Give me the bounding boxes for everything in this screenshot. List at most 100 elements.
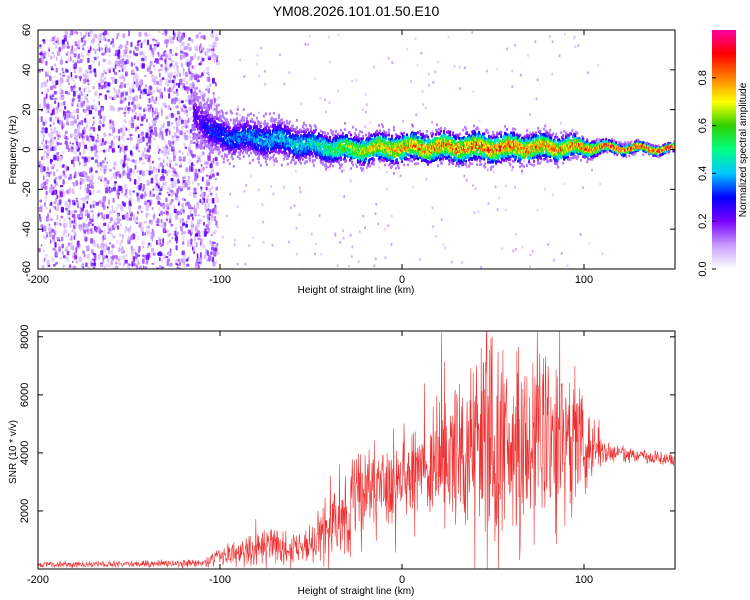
spectrogram-noise-cell [157, 200, 161, 205]
spectrogram-noise-cell [52, 234, 55, 240]
spectrogram-noise-cell [55, 67, 58, 73]
spectrogram-noise-cell [74, 83, 77, 86]
spectrogram-noise-cell [139, 51, 143, 56]
spectrogram-noise-cell [115, 206, 118, 212]
spectrogram-noise-cell [189, 142, 192, 148]
spectrogram-noise-cell [447, 35, 450, 39]
spectrogram-signal-cell [277, 113, 280, 117]
spectrogram-noise-cell [79, 151, 81, 156]
spectrogram-signal-cell [214, 122, 217, 126]
spectrogram-noise-cell [124, 119, 127, 124]
spectrogram-signal-cell [197, 109, 200, 112]
spectrogram-noise-cell [361, 108, 364, 112]
spectrogram-noise-cell [42, 260, 46, 263]
spectrogram-noise-cell [104, 235, 106, 238]
spectrogram-noise-cell [111, 76, 115, 81]
spectrogram-noise-cell [493, 170, 495, 174]
spectrogram-noise-cell [140, 116, 144, 121]
spectrogram-noise-cell [125, 226, 127, 229]
spectrogram-noise-cell [142, 258, 145, 264]
spectrogram-noise-cell [159, 257, 161, 262]
spectrogram-noise-cell [159, 79, 163, 83]
spectrogram-noise-cell [56, 194, 59, 200]
spectrogram-noise-cell [171, 97, 175, 102]
spectrogram-signal-cell [267, 126, 270, 130]
spectrogram-noise-cell [215, 83, 217, 87]
spectrogram-noise-cell [54, 100, 57, 104]
spectrogram-noise-cell [536, 78, 539, 82]
spectrogram-noise-cell [39, 103, 41, 109]
spectrogram-noise-cell [164, 53, 168, 57]
spectrogram-noise-cell [45, 93, 48, 100]
spectrogram-noise-cell [167, 139, 170, 145]
spectrogram-signal-cell [252, 113, 255, 117]
spectrogram-noise-cell [82, 196, 86, 202]
spectrogram-noise-cell [125, 54, 130, 59]
spectrogram-signal-cell [205, 114, 208, 118]
spectrogram-noise-cell [66, 209, 69, 214]
spectrogram-noise-cell [358, 230, 361, 234]
spectrogram-noise-cell [211, 198, 215, 204]
spectrogram-noise-cell [92, 188, 95, 195]
spectrogram-signal-cell [320, 133, 323, 137]
spectrogram-noise-cell [58, 175, 62, 180]
spectrogram-noise-cell [82, 262, 85, 267]
spectrogram-noise-cell [547, 243, 550, 246]
spectrogram-noise-cell [121, 91, 124, 97]
spectrogram-noise-cell [38, 146, 41, 151]
spectrogram-noise-cell [109, 66, 113, 70]
spectrogram-noise-cell [204, 203, 208, 210]
spectrogram-noise-cell [201, 176, 204, 182]
spectrogram-noise-cell [188, 75, 191, 82]
spectrogram-noise-cell [95, 141, 98, 146]
spectrogram-signal-cell [232, 164, 235, 168]
spectrogram-noise-cell [66, 45, 70, 49]
spectrogram-noise-cell [202, 215, 205, 218]
spectrogram-noise-cell [177, 200, 180, 204]
spectrogram-noise-cell [213, 252, 217, 257]
spectrogram-noise-cell [199, 198, 202, 204]
spectrogram-noise-cell [152, 167, 155, 174]
spectrogram-noise-cell [147, 181, 151, 186]
spectrogram-noise-cell [52, 247, 56, 251]
spectrogram-noise-cell [91, 223, 94, 227]
spectrogram-noise-cell [99, 161, 102, 167]
spectrogram-noise-cell [55, 40, 58, 43]
spectrogram-noise-cell [147, 34, 149, 37]
spectrogram-noise-cell [174, 162, 178, 166]
spectrogram-noise-cell [155, 39, 158, 42]
spectrogram-noise-cell [158, 213, 161, 217]
spectrogram-noise-cell [214, 247, 217, 252]
spectrogram-noise-cell [534, 40, 537, 44]
spectrogram-noise-cell [137, 139, 140, 145]
spectrogram-noise-cell [186, 201, 190, 206]
spectrogram-noise-cell [136, 170, 139, 173]
spectrogram-noise-cell [155, 58, 159, 63]
spectrogram-signal-cell [302, 121, 305, 125]
spectrogram-noise-cell [364, 226, 367, 230]
spectrogram-noise-cell [300, 102, 303, 106]
spectrogram-noise-cell [56, 117, 60, 120]
spectrogram-signal-cell [268, 130, 271, 134]
spectrogram-signal-cell [250, 117, 253, 121]
spectrogram-noise-cell [134, 53, 139, 57]
spectrogram-noise-cell [163, 33, 166, 36]
spectrogram-noise-cell [200, 60, 203, 66]
spectrogram-noise-cell [89, 31, 92, 37]
spectrogram-noise-cell [201, 243, 204, 249]
spectrogram-noise-cell [197, 224, 200, 228]
spectrogram-noise-cell [264, 69, 266, 73]
spectrogram-noise-cell [84, 95, 88, 101]
spectrogram-noise-cell [91, 204, 93, 209]
spectrogram-noise-cell [49, 218, 54, 221]
spectrogram-noise-cell [485, 69, 488, 73]
spectrogram-noise-cell [200, 55, 203, 58]
spectrogram-signal-cell [195, 86, 198, 90]
spectrogram-noise-cell [159, 57, 164, 61]
spectrogram-noise-cell [194, 265, 197, 269]
spectrogram-noise-cell [216, 197, 220, 203]
spectrogram-noise-cell [206, 178, 210, 182]
spectrogram-noise-cell [129, 50, 132, 54]
spectrogram-noise-cell [151, 160, 154, 164]
spectrogram-noise-cell [416, 63, 419, 67]
